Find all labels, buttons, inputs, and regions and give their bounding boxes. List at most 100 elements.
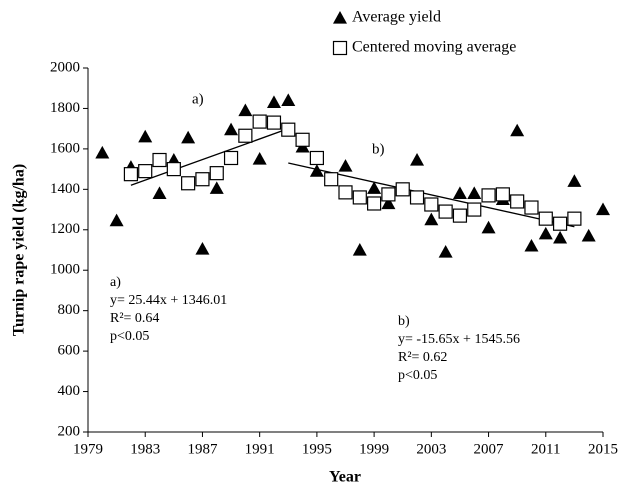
y-tick-label: 1800 — [50, 100, 80, 116]
legend-marker — [333, 11, 347, 24]
point — [324, 172, 339, 187]
point — [309, 164, 324, 177]
x-tick-label: 1987 — [187, 441, 218, 457]
y-tick-label: 400 — [58, 383, 81, 399]
equation-text: b) — [398, 314, 410, 329]
point — [252, 114, 267, 129]
point — [223, 150, 239, 166]
x-tick-label: 2011 — [531, 441, 560, 457]
point — [538, 211, 553, 226]
point — [581, 228, 596, 242]
point — [95, 145, 110, 159]
point — [395, 182, 410, 197]
y-tick-label: 1400 — [50, 181, 80, 197]
point — [138, 129, 153, 143]
point — [567, 174, 582, 187]
trend-line — [130, 128, 289, 186]
x-tick-label: 2015 — [588, 441, 618, 457]
legend-label: Average yield — [352, 9, 441, 26]
legend-label: Centered moving average — [352, 39, 516, 56]
point — [510, 123, 525, 137]
equation-text: R²= 0.64 — [110, 311, 159, 326]
point — [552, 216, 568, 231]
point — [538, 226, 553, 240]
point — [495, 187, 510, 202]
equation-text: y= -15.65x + 1545.56 — [398, 332, 520, 347]
point — [224, 122, 239, 136]
point — [352, 190, 367, 205]
point — [424, 212, 439, 226]
x-tick-label: 2007 — [474, 441, 505, 457]
point — [195, 172, 210, 187]
y-tick-label: 800 — [58, 302, 81, 318]
point — [409, 190, 425, 205]
point — [524, 200, 539, 215]
point — [553, 230, 568, 244]
point — [338, 185, 353, 200]
point — [467, 186, 482, 199]
point — [281, 122, 296, 137]
point — [481, 220, 496, 234]
x-axis-title: Year — [329, 469, 361, 486]
point — [467, 202, 482, 217]
line-label: b) — [372, 141, 385, 157]
y-tick-label: 1000 — [50, 262, 80, 278]
x-tick-label: 1979 — [73, 441, 103, 457]
point — [281, 93, 296, 106]
point — [452, 208, 468, 223]
point — [596, 202, 610, 216]
point — [109, 213, 124, 227]
equation-text: p<0.05 — [398, 368, 437, 383]
point — [181, 130, 196, 144]
point — [424, 197, 439, 212]
point — [309, 150, 324, 166]
x-tick-label: 1999 — [359, 441, 389, 457]
y-tick-label: 1200 — [50, 221, 80, 237]
y-axis-title: Turnip rape yield (kg/ha) — [11, 164, 28, 336]
point — [266, 115, 282, 130]
point — [266, 95, 281, 108]
equation-text: y= 25.44x + 1346.01 — [110, 293, 227, 308]
point — [481, 188, 496, 203]
point — [438, 245, 453, 258]
x-tick-label: 1991 — [245, 441, 275, 457]
point — [209, 166, 224, 181]
point — [510, 194, 525, 209]
point — [123, 167, 139, 182]
point — [381, 196, 396, 210]
point — [138, 164, 153, 179]
point — [295, 132, 310, 147]
point — [209, 181, 224, 194]
point — [152, 152, 167, 168]
y-tick-label: 1600 — [50, 140, 80, 156]
point — [166, 162, 181, 177]
equation-text: p<0.05 — [110, 329, 149, 344]
x-tick-label: 2003 — [416, 441, 446, 457]
point — [195, 241, 210, 255]
point — [238, 103, 253, 117]
equation-text: R²= 0.62 — [398, 350, 447, 365]
point — [352, 243, 367, 256]
y-tick-label: 200 — [58, 423, 81, 439]
point — [567, 211, 582, 226]
point — [381, 187, 396, 202]
point — [452, 186, 467, 199]
point — [367, 196, 382, 211]
point — [524, 238, 539, 252]
point — [338, 159, 353, 172]
point — [252, 152, 267, 165]
x-tick-label: 1983 — [130, 441, 160, 457]
point — [367, 181, 382, 194]
line-label: a) — [192, 91, 204, 107]
legend-marker — [332, 40, 348, 56]
equation-text: a) — [110, 275, 121, 290]
y-tick-label: 600 — [58, 343, 81, 359]
point — [152, 186, 167, 199]
point — [438, 204, 453, 219]
x-tick-label: 1995 — [302, 441, 332, 457]
y-tick-label: 2000 — [50, 59, 80, 75]
point — [181, 176, 196, 191]
point — [410, 153, 425, 166]
point — [238, 128, 253, 143]
